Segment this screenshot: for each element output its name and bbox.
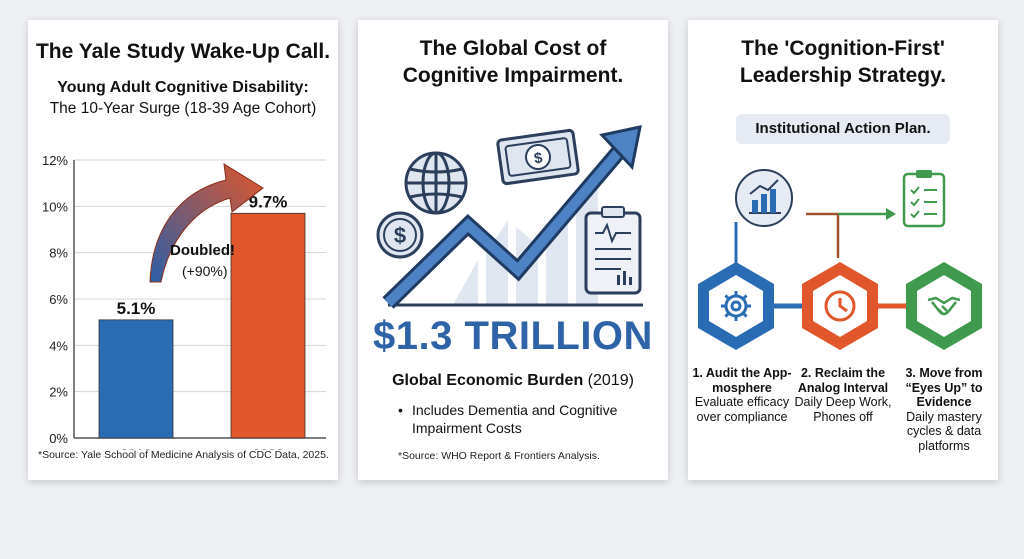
yale-study-card: The Yale Study Wake-Up Call. Young Adult…	[28, 20, 338, 480]
step-detail: Evaluate efficacy over compliance	[694, 395, 790, 424]
bar-2013	[98, 319, 174, 439]
card-title-line-2: Leadership Strategy.	[739, 64, 947, 87]
step-detail: Daily Deep Work, Phones off	[794, 395, 892, 424]
card-title-line-1: The 'Cognition-First'	[741, 37, 945, 60]
x-tick-label: 2023	[252, 446, 283, 450]
action-plan-diagram	[698, 169, 982, 350]
step-title: 2. Reclaim the Analog Interval	[797, 366, 889, 395]
arrow-head-icon	[886, 208, 896, 220]
y-axis-ticks: 0% 2% 4% 6% 8% 10% 12%	[42, 153, 68, 446]
checklist-icon	[902, 170, 946, 228]
step-1-hexagon	[698, 262, 774, 350]
data-label: 5.1%	[117, 299, 156, 318]
handshake-icon	[927, 296, 961, 316]
card-title: The 'Cognition-First' Leadership Strateg…	[688, 35, 998, 89]
x-tick-label: 2013	[120, 446, 151, 450]
y-tick-label: 12%	[42, 153, 68, 168]
clipboard-icon	[584, 206, 642, 295]
card-title: The Yale Study Wake-Up Call.	[35, 40, 331, 63]
chart-bars	[98, 212, 306, 439]
chart-subtitle: Young Adult Cognitive Disability:	[57, 79, 309, 96]
rising-arrow-icon	[382, 125, 642, 309]
data-label: 9.7%	[249, 192, 288, 211]
card-title: The Global Cost of Cognitive Impairment.	[358, 35, 668, 89]
chart-data-labels: 5.1% 9.7%	[117, 192, 288, 318]
step-title: 3. Move from “Eyes Up” to Evidence	[905, 366, 983, 409]
bullet-item: • Includes Dementia and Cognitive Impair…	[398, 401, 648, 437]
step-detail: Daily mastery cycles & data platforms	[906, 409, 982, 453]
svg-text:$: $	[394, 223, 406, 248]
connector-line	[806, 212, 840, 258]
bullet-dot: •	[398, 402, 403, 418]
step-1: 1. Audit the App-mosphere Evaluate effic…	[692, 366, 792, 424]
globe-icon	[404, 151, 468, 215]
card-title-line-1: The Global Cost of	[419, 37, 607, 60]
burden-label: Global Economic Burden	[392, 372, 584, 389]
y-tick-label: 6%	[49, 292, 68, 307]
step-3-hexagon	[906, 262, 982, 350]
annotation-detail: (+90%)	[182, 263, 228, 279]
y-tick-label: 10%	[42, 199, 68, 214]
dollar-coin-icon: $	[376, 211, 424, 259]
economic-growth-illustration: $ $	[376, 125, 643, 309]
gear-icon	[721, 291, 751, 321]
global-cost-card: The Global Cost of Cognitive Impairment.	[358, 20, 668, 480]
growth-arrow-icon	[149, 163, 264, 283]
x-axis-ticks: 2013 2023	[120, 446, 283, 450]
bar-2023	[230, 212, 306, 439]
step-3: 3. Move from “Eyes Up” to Evidence Daily…	[894, 366, 994, 453]
burden-year: (2019)	[587, 372, 634, 389]
action-plan-label: Institutional Action Plan.	[736, 114, 950, 144]
y-tick-label: 0%	[49, 431, 68, 446]
analytics-chart-icon	[735, 169, 793, 227]
bullet-text: Includes Dementia and Cognitive Impairme…	[412, 402, 618, 436]
burden-caption: Global Economic Burden (2019)	[358, 372, 668, 390]
source-note: *Source: WHO Report & Frontiers Analysis…	[398, 450, 600, 462]
y-tick-label: 8%	[49, 246, 68, 261]
leadership-strategy-card: The 'Cognition-First' Leadership Strateg…	[688, 20, 998, 480]
chart-subtitle-detail: The 10-Year Surge (18-39 Age Cohort)	[49, 100, 317, 117]
cost-figure: $1.3 TRILLION	[373, 314, 653, 358]
y-tick-label: 4%	[49, 338, 68, 353]
svg-text:$: $	[533, 149, 544, 167]
bar-chart: 0% 2% 4% 6% 8% 10% 12% 5.1% 9.7% 2013 2023 Doubl…	[42, 153, 326, 450]
annotation-title: Doubled!	[170, 242, 235, 259]
step-2: 2. Reclaim the Analog Interval Daily Dee…	[793, 366, 893, 424]
clock-icon	[824, 290, 856, 322]
money-bill-icon: $	[496, 128, 580, 186]
y-tick-label: 2%	[49, 385, 68, 400]
step-title: 1. Audit the App-mosphere	[692, 366, 792, 395]
card-title-line-2: Cognitive Impairment.	[402, 64, 624, 87]
source-note: *Source: Yale School of Medicine Analysi…	[38, 449, 329, 461]
